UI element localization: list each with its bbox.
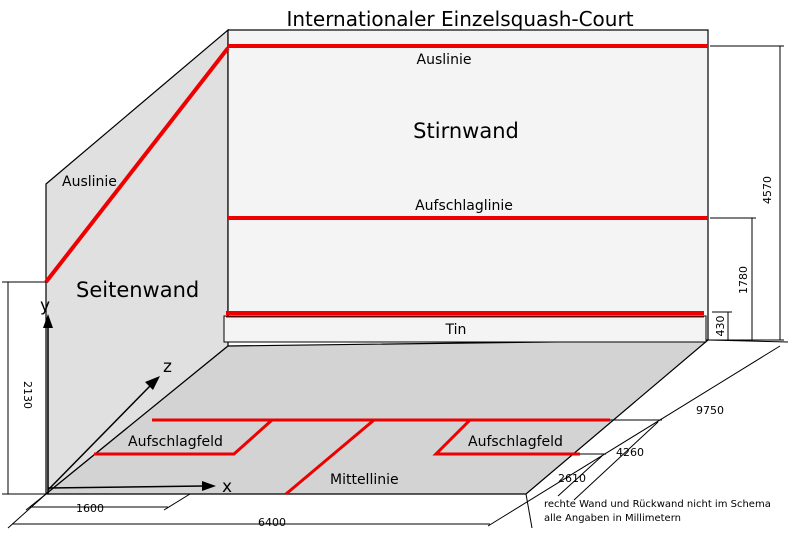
service-box-right-label: Aufschlagfeld: [468, 434, 563, 450]
dim-service-height: [710, 217, 756, 340]
half-court-line: [285, 418, 375, 496]
tin-label: Tin: [445, 322, 467, 338]
front-outline-label: Auslinie: [417, 52, 472, 68]
dim-short-line: [573, 419, 662, 501]
axis-z: [47, 376, 160, 491]
dim-back-height-label: 2130: [21, 381, 34, 409]
front-wall-label: Stirnwand: [413, 119, 519, 143]
tin-board: [223, 315, 707, 343]
dim-length-label: 9750: [696, 404, 724, 417]
axis-y: [43, 314, 53, 494]
service-box-left-label: Aufschlagfeld: [128, 434, 223, 450]
dim-box-depth: [557, 453, 606, 497]
dim-width: [7, 493, 490, 529]
front-wall: [227, 29, 709, 341]
dim-tin-height-label: 430: [714, 316, 727, 337]
dim-length: [487, 339, 789, 529]
service-box-right-outline: [432, 418, 580, 456]
service-box-left-outline: [94, 418, 274, 456]
axis-x-label: x: [222, 477, 232, 497]
dim-tin-height: [712, 311, 732, 340]
dim-box-depth-label: 2610: [558, 472, 586, 485]
dim-box-width-label: 1600: [76, 502, 104, 515]
dim-width-label: 6400: [258, 516, 286, 529]
side-wall-label: Seitenwand: [76, 278, 199, 302]
axis-y-label: y: [40, 296, 50, 316]
dim-box-width: [25, 493, 191, 511]
service-line-label: Aufschlaglinie: [415, 198, 513, 214]
dim-front-height-label: 4570: [761, 176, 774, 204]
note-walls-not-shown: rechte Wand und Rückwand nicht im Schema: [544, 499, 771, 510]
dim-short-line-label: 4260: [616, 446, 644, 459]
axis-z-label: z: [163, 357, 172, 377]
note-units: alle Angaben in Millimetern: [544, 513, 681, 524]
dim-service-height-label: 1780: [737, 266, 750, 294]
side-outline: [44, 46, 230, 284]
half-court-line-label: Mittellinie: [330, 472, 399, 488]
dim-back-height: [2, 281, 46, 495]
diagram-title: Internationaler Einzelsquash-Court: [286, 7, 633, 31]
side-outline-label: Auslinie: [62, 174, 117, 190]
axis-x: [47, 481, 216, 491]
